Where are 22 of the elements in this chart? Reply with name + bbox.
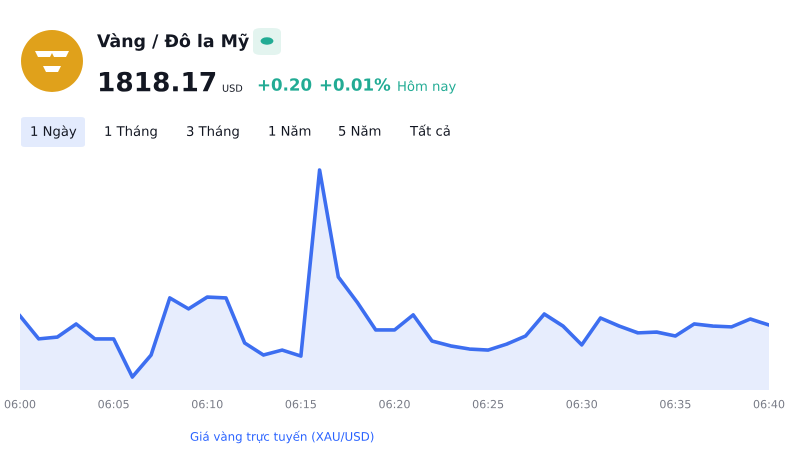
text: 3 Tháng — [187, 125, 239, 139]
text: +0.20 — [258, 78, 312, 91]
x-tick-label: 06:35 — [660, 400, 690, 408]
text: 1 Năm — [269, 126, 310, 136]
text: 1 Ngày — [31, 125, 76, 139]
x-tick-label: 06:25 — [472, 400, 504, 408]
chart-title: Vàng / Đô la Mỹ — [97, 33, 249, 51]
text: 1 Tháng — [105, 125, 157, 139]
text: 1818.17 — [100, 72, 216, 92]
x-tick-label: 06:40 — [754, 400, 784, 408]
x-tick-label: 06:20 — [379, 400, 410, 408]
text: Hôm nay — [398, 80, 456, 94]
text: Giá vàng trực tuyến (XAU/USD) — [190, 430, 374, 444]
text: Tất cả — [410, 124, 450, 136]
x-tick-label: 06:30 — [566, 400, 598, 408]
x-tick-label: 06:15 — [286, 400, 316, 408]
x-tick-label: 06:10 — [192, 400, 223, 408]
text: USD — [222, 84, 242, 92]
text: +0.01% — [320, 78, 390, 91]
text: 5 Năm — [339, 126, 380, 136]
x-tick-label: 06:05 — [98, 400, 129, 408]
x-tick-label: 06:00 — [4, 400, 36, 408]
